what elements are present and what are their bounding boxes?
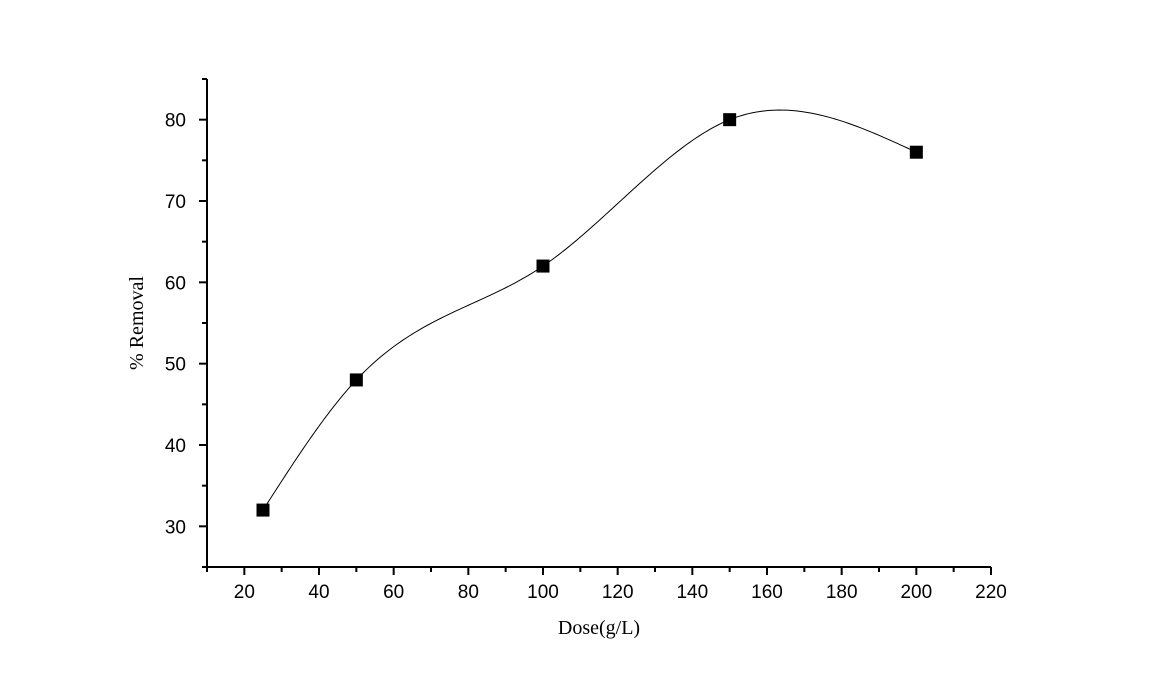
x-tick-label-40: 40 <box>308 582 329 603</box>
x-tick-label-20: 20 <box>234 582 255 603</box>
series-curve-0 <box>262 109 917 511</box>
x-ticks: 20 40 60 80 100 120 140 160 180 200 220 <box>206 567 1007 603</box>
data-point <box>909 145 923 159</box>
y-axis-title: % Removal <box>126 276 148 370</box>
x-tick-label-120: 120 <box>602 582 634 603</box>
data-point <box>723 113 737 127</box>
data-point <box>349 373 363 387</box>
marker-layer <box>256 113 923 517</box>
x-tick-label-60: 60 <box>383 582 404 603</box>
x-tick-label-160: 160 <box>751 582 783 603</box>
x-tick-label-220: 220 <box>975 582 1007 603</box>
x-axis-title: Dose(g/L) <box>558 617 640 639</box>
x-tick-label-80: 80 <box>458 582 479 603</box>
x-tick-label-140: 140 <box>676 582 708 603</box>
y-tick-label-80: 80 <box>165 111 186 132</box>
x-tick-label-180: 180 <box>826 582 858 603</box>
y-tick-label-50: 50 <box>165 355 186 376</box>
data-point <box>536 259 550 273</box>
y-tick-label-60: 60 <box>165 273 186 294</box>
y-ticks: 30 40 50 60 70 80 <box>165 78 207 568</box>
curve-layer <box>262 109 917 511</box>
y-tick-label-70: 70 <box>165 192 186 213</box>
y-tick-label-40: 40 <box>165 436 186 457</box>
y-tick-label-30: 30 <box>165 517 186 538</box>
axes <box>206 79 991 568</box>
x-tick-label-200: 200 <box>900 582 932 603</box>
x-tick-label-100: 100 <box>527 582 559 603</box>
data-point <box>256 503 270 517</box>
